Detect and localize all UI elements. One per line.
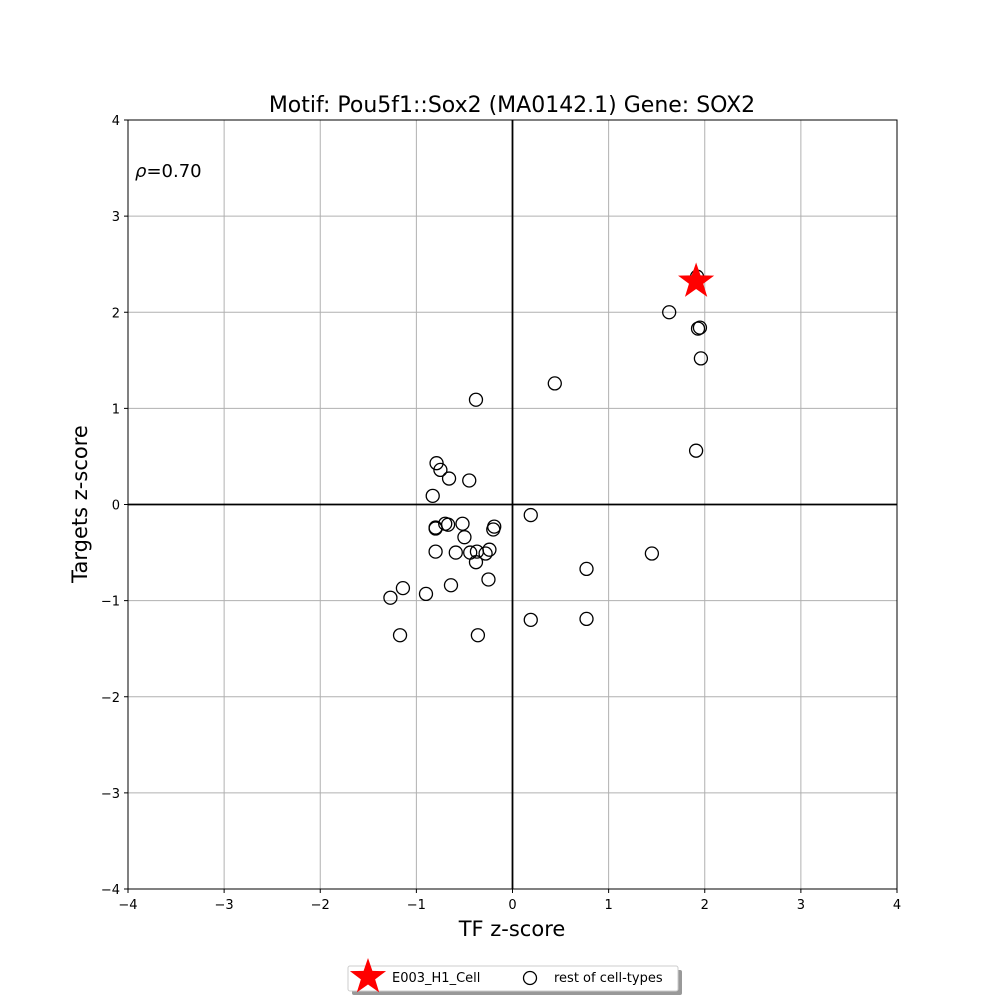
data-point: [688, 443, 704, 458]
x-tick-label: −1: [407, 898, 426, 913]
x-tick-label: 3: [797, 898, 805, 913]
data-points: [383, 262, 715, 643]
data-point: [468, 555, 484, 570]
data-point: [443, 578, 459, 593]
y-tick-label: 4: [112, 114, 120, 129]
y-tick-label: 3: [112, 210, 120, 225]
data-point: [462, 473, 477, 488]
y-tick-label: 2: [112, 306, 120, 321]
y-tick-label: −2: [101, 691, 120, 706]
x-tick-label: 1: [604, 898, 612, 913]
data-point: [478, 546, 493, 561]
data-point: [392, 628, 408, 643]
data-point: [692, 320, 708, 335]
y-tick-label: −1: [101, 595, 120, 610]
x-tick-label: 0: [508, 898, 516, 913]
legend-label-e003: E003_H1_Cell: [392, 971, 480, 986]
correlation-annotation: ρ=0.70: [135, 161, 202, 182]
data-point: [693, 351, 709, 366]
data-point: [428, 521, 443, 536]
legend-star-marker: [349, 958, 387, 993]
data-point: [395, 580, 411, 596]
data-point: [579, 561, 594, 577]
axis-ticks: −4 −3 −2 −1 0 1 2 3 4 −4 −3 −2 −1 0 1 2 3 4: [101, 114, 901, 913]
y-tick-label: −4: [101, 883, 120, 898]
data-point: [470, 628, 486, 643]
data-point: [486, 522, 501, 537]
data-point: [523, 507, 538, 523]
data-point: [428, 544, 443, 559]
x-tick-label: −4: [118, 898, 137, 913]
data-point: [429, 456, 444, 471]
data-point: [425, 488, 440, 503]
x-tick-label: −3: [215, 898, 234, 913]
data-point: [690, 321, 706, 336]
data-point: [482, 542, 497, 557]
data-point: [662, 305, 677, 320]
legend-star-shape: [349, 958, 387, 993]
y-axis-label: Targets z-score: [68, 425, 92, 584]
legend-circle-marker: [522, 970, 538, 986]
rho-value: =0.70: [146, 161, 201, 182]
data-point: [579, 611, 594, 627]
data-point: [455, 516, 470, 531]
legend-box: [347, 965, 679, 992]
data-point: [457, 530, 472, 545]
data-point: [481, 572, 496, 587]
x-tick-label: −2: [311, 898, 330, 913]
data-point: [469, 544, 485, 559]
data-point: [418, 586, 434, 602]
data-point: [383, 590, 398, 605]
data-point: [523, 612, 538, 627]
data-point: [448, 545, 463, 560]
x-tick-label: 4: [893, 898, 901, 913]
data-point: [433, 462, 448, 478]
x-axis-label: TF z-score: [458, 917, 566, 941]
data-point: [468, 392, 484, 407]
highlight-star-point: [678, 262, 715, 297]
legend-label-rest: rest of cell-types: [554, 971, 663, 986]
x-tick-label: 2: [701, 898, 709, 913]
legend: E003_H1_Cell rest of cell-types: [347, 958, 682, 995]
y-tick-label: 0: [112, 499, 120, 514]
data-point: [441, 471, 457, 486]
y-tick-label: 1: [112, 402, 120, 417]
chart-title: Motif: Pou5f1::Sox2 (MA0142.1) Gene: SOX…: [269, 93, 755, 118]
rho-symbol: ρ: [135, 161, 147, 182]
data-point: [644, 546, 660, 561]
zero-lines: [128, 120, 897, 889]
data-point: [547, 376, 562, 391]
y-tick-label: −3: [101, 787, 120, 802]
